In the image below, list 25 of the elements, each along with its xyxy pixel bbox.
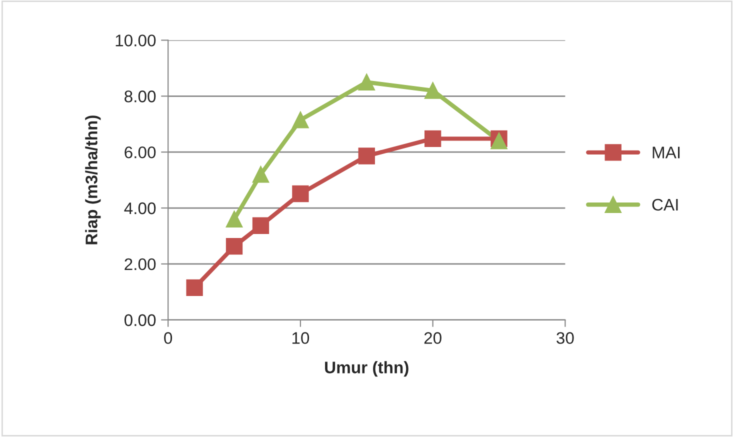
- y-tick-label: 4.00: [124, 202, 156, 214]
- point: [226, 238, 243, 255]
- y-tick-label: 10.00: [116, 34, 156, 46]
- y-tick-label: 6.00: [124, 146, 156, 158]
- x-tick-label: 30: [556, 332, 574, 344]
- x-tick-label: 0: [164, 332, 172, 344]
- point: [292, 185, 309, 202]
- y-tick-label: 8.00: [124, 90, 156, 102]
- legend-label: CAI: [652, 198, 678, 211]
- point: [252, 166, 270, 183]
- point: [226, 210, 243, 228]
- point: [424, 82, 442, 99]
- y-tick-label: 0.00: [124, 314, 156, 326]
- point: [358, 148, 375, 164]
- point: [186, 279, 203, 296]
- x-axis-title: Umur (thn): [325, 361, 408, 377]
- y-axis-title: Riap (m3/ha/thn): [85, 116, 101, 244]
- point: [292, 112, 309, 128]
- point: [358, 74, 375, 90]
- x-tick-label: 10: [292, 332, 310, 344]
- y-tick-label: 2.00: [124, 258, 156, 270]
- x-tick-label: 20: [424, 332, 442, 344]
- legend-label: MAI: [652, 146, 680, 158]
- point: [424, 130, 442, 147]
- point: [252, 217, 270, 234]
